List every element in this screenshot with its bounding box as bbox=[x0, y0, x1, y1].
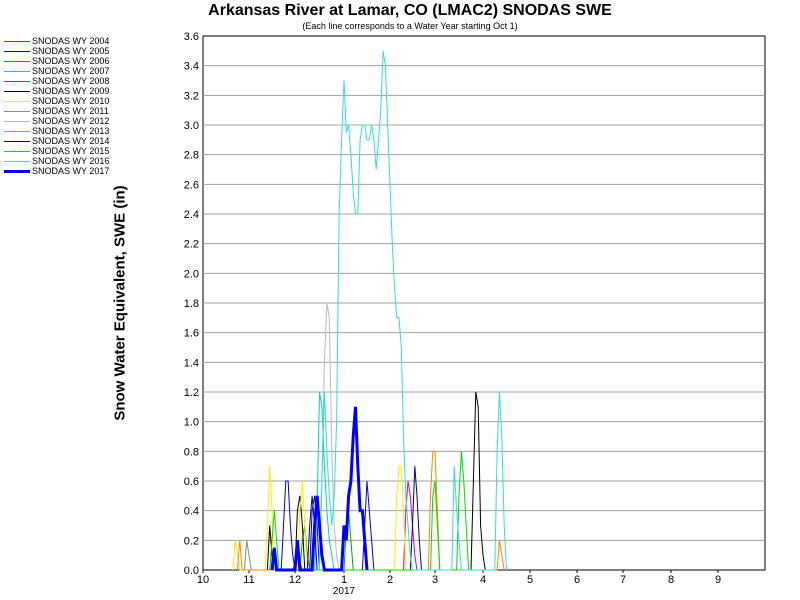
legend-label: SNODAS WY 2013 bbox=[32, 126, 110, 136]
legend-label: SNODAS WY 2010 bbox=[32, 96, 110, 106]
legend-swatch bbox=[4, 121, 30, 122]
x-tick-label: 8 bbox=[668, 574, 674, 586]
legend-swatch bbox=[4, 161, 30, 162]
legend-swatch bbox=[4, 111, 30, 112]
x-tick-label: 7 bbox=[620, 574, 626, 586]
y-tick-label: 1.8 bbox=[184, 298, 199, 310]
legend-swatch bbox=[4, 71, 30, 72]
y-tick-label: 0.8 bbox=[184, 446, 199, 458]
legend-label: SNODAS WY 2012 bbox=[32, 116, 110, 126]
legend-swatch bbox=[4, 81, 30, 82]
legend-swatch bbox=[4, 61, 30, 62]
legend-label: SNODAS WY 2005 bbox=[32, 46, 110, 56]
series-line-snodas-wy-2007 bbox=[314, 391, 335, 571]
chart-subtitle: (Each line corresponds to a Water Year s… bbox=[302, 21, 518, 31]
legend-label: SNODAS WY 2008 bbox=[32, 76, 110, 86]
series-line-snodas-wy-2015 bbox=[269, 451, 470, 571]
series-line-snodas-wy-2016 bbox=[319, 50, 507, 571]
legend-label: SNODAS WY 2004 bbox=[32, 36, 110, 46]
y-tick-label: 3.6 bbox=[184, 31, 199, 43]
x-tick-label: 2 bbox=[387, 574, 393, 586]
x-tick-label: 4 bbox=[480, 574, 486, 586]
y-tick-label: 1.4 bbox=[184, 357, 199, 369]
legend-swatch bbox=[4, 170, 30, 173]
series-line-snodas-wy-2005 bbox=[280, 480, 375, 571]
y-tick-label: 2.4 bbox=[184, 209, 199, 221]
chart-title: Arkansas River at Lamar, CO (LMAC2) SNOD… bbox=[208, 2, 612, 19]
y-tick-label: 0.4 bbox=[184, 506, 199, 518]
x-tick-label: 1 bbox=[341, 574, 347, 586]
x-tick-label: 9 bbox=[715, 574, 721, 586]
x-tick-label: 6 bbox=[574, 574, 580, 586]
y-tick-label: 2.2 bbox=[184, 239, 199, 251]
x-tick-label: 11 bbox=[243, 574, 254, 586]
legend-label: SNODAS WY 2006 bbox=[32, 56, 110, 66]
y-tick-label: 0.0 bbox=[184, 565, 199, 577]
y-tick-label: 2.8 bbox=[184, 150, 199, 162]
y-tick-label: 2.6 bbox=[184, 179, 199, 191]
y-tick-label: 1.6 bbox=[184, 328, 199, 340]
legend-swatch bbox=[4, 141, 30, 142]
legend-swatch bbox=[4, 91, 30, 92]
legend-label: SNODAS WY 2011 bbox=[32, 106, 109, 116]
series-line-snodas-wy-2008 bbox=[403, 480, 418, 571]
x-tick-label: 12 bbox=[289, 574, 301, 586]
x-tick-label: 3 bbox=[432, 574, 438, 586]
legend-label: SNODAS WY 2014 bbox=[32, 136, 110, 146]
legend-swatch bbox=[4, 51, 30, 52]
y-tick-label: 3.4 bbox=[184, 61, 199, 73]
legend-label: SNODAS WY 2015 bbox=[32, 146, 110, 156]
y-tick-label: 2.0 bbox=[184, 268, 199, 280]
legend-swatch bbox=[4, 101, 30, 102]
y-tick-label: 3.0 bbox=[184, 120, 199, 132]
legend-label: SNODAS WY 2007 bbox=[32, 66, 110, 76]
legend-swatch bbox=[4, 41, 30, 42]
y-tick-label: 3.2 bbox=[184, 90, 199, 102]
y-tick-label: 0.6 bbox=[184, 476, 199, 488]
legend-label: SNODAS WY 2017 bbox=[32, 166, 110, 176]
series-line-snodas-wy-2013 bbox=[237, 450, 505, 571]
series-line-snodas-wy-2017 bbox=[270, 406, 369, 572]
series-line-snodas-wy-2011 bbox=[243, 540, 252, 571]
y-tick-label: 1.2 bbox=[184, 387, 199, 399]
x-tick-label: 10 bbox=[197, 574, 209, 586]
legend-label: SNODAS WY 2009 bbox=[32, 86, 110, 96]
legend-swatch bbox=[4, 151, 30, 152]
legend-label: SNODAS WY 2016 bbox=[32, 156, 110, 166]
x-tick-label: 5 bbox=[527, 574, 533, 586]
y-tick-label: 0.2 bbox=[184, 535, 199, 547]
legend-swatch bbox=[4, 131, 30, 132]
x-year-label: 2017 bbox=[333, 586, 356, 597]
y-tick-label: 1.0 bbox=[184, 417, 199, 429]
